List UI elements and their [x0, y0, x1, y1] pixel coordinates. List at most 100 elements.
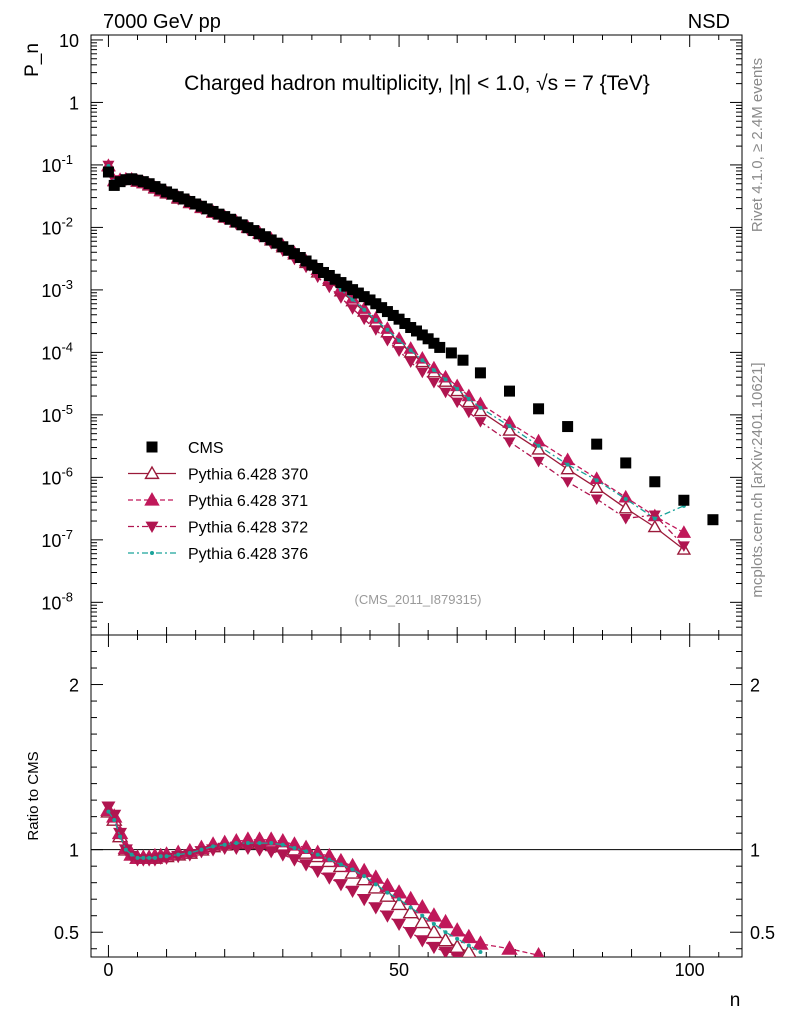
cms-point [265, 234, 277, 246]
cms-point [201, 203, 213, 215]
series-point [106, 809, 111, 814]
series-point [144, 465, 160, 480]
cms-point [445, 347, 457, 359]
series-point [416, 367, 429, 379]
series-point [107, 809, 122, 822]
cms-point [126, 173, 138, 185]
series-point [397, 897, 402, 902]
series-point [501, 940, 518, 955]
series-point [315, 852, 320, 857]
series-point [145, 521, 159, 533]
y-tick-label: 10 [59, 31, 79, 51]
series-point [462, 407, 475, 419]
series-point [652, 516, 657, 521]
y-axis-label: P_n [22, 43, 43, 77]
series-point [124, 851, 139, 864]
cms-point [149, 181, 161, 193]
ratio-panel-series [100, 801, 545, 957]
cms-point [364, 294, 376, 306]
cms-point [184, 195, 196, 207]
series-point [350, 867, 355, 872]
series-point [402, 904, 419, 919]
series-point [211, 844, 216, 849]
cms-point [137, 176, 149, 188]
cms-point [248, 225, 260, 237]
cms-point [236, 219, 248, 231]
cms-point [143, 178, 155, 190]
cms-point [347, 284, 359, 296]
series-point [350, 297, 355, 302]
series-point [532, 456, 545, 468]
series-point [358, 314, 371, 326]
series-point [381, 335, 394, 347]
series-point [144, 492, 160, 506]
series-point [338, 862, 343, 867]
series-point [426, 941, 441, 955]
legend-label: Pythia 6.428 371 [188, 493, 308, 510]
series-point [404, 357, 417, 369]
series-point [415, 351, 430, 364]
series-point [431, 368, 436, 373]
series-point [141, 855, 146, 860]
series-point [437, 913, 454, 929]
series-point [385, 327, 390, 332]
cms-point [300, 255, 312, 267]
cms-point [294, 251, 306, 263]
series-point [531, 442, 546, 455]
cms-point [108, 179, 120, 191]
series-point [310, 865, 325, 879]
series-point [129, 852, 134, 857]
series-point [474, 417, 487, 428]
series-cms [102, 166, 719, 526]
cms-point [335, 277, 347, 289]
cms-point [132, 174, 143, 186]
series-point [461, 943, 477, 957]
ratio-pythia-6.428-372 [101, 801, 465, 957]
series-point [451, 397, 464, 409]
series-point [561, 477, 574, 488]
cms-point [504, 385, 515, 397]
series-point [431, 921, 436, 926]
series-point [280, 842, 285, 847]
series-point [415, 935, 430, 948]
series-point [264, 846, 279, 859]
cms-point [254, 228, 266, 240]
cms-point [146, 441, 158, 453]
cms-point [457, 354, 469, 366]
cms-point [341, 280, 353, 292]
cms-point [422, 333, 434, 345]
cms-point [114, 176, 126, 188]
series-point [164, 854, 169, 859]
series-point [618, 500, 633, 514]
series-point [392, 918, 407, 931]
cms-point [393, 313, 405, 325]
series-point [199, 847, 204, 852]
cms-point [166, 188, 178, 200]
legend-item: Pythia 6.428 376 [128, 546, 308, 563]
series-point [594, 478, 599, 483]
cms-point [323, 269, 335, 281]
legend-label: Pythia 6.428 370 [188, 467, 308, 484]
legend-label: Pythia 6.428 376 [188, 546, 308, 563]
cms-point [306, 259, 318, 271]
series-point [589, 480, 604, 494]
series-point [380, 910, 395, 923]
series-point [113, 827, 128, 841]
series-point [309, 844, 326, 859]
mcplots-label: mcplots.cern.ch [arXiv:2401.10621] [749, 362, 766, 597]
ratio-pythia-6.428-370 [100, 803, 477, 957]
cms-point [277, 241, 289, 253]
series-point [357, 893, 372, 907]
series-point [135, 855, 140, 860]
y-tick-label: 10-2 [41, 214, 73, 238]
series-point [460, 928, 478, 944]
ratio-panel-frame [90, 634, 743, 958]
series-point [455, 386, 460, 391]
ratio-tick-label-right: 1 [750, 841, 760, 861]
y-tick-label: 10-5 [41, 402, 73, 426]
series-point [152, 855, 157, 860]
series-point [368, 310, 384, 324]
cms-point [120, 174, 132, 186]
series-point [397, 338, 402, 343]
